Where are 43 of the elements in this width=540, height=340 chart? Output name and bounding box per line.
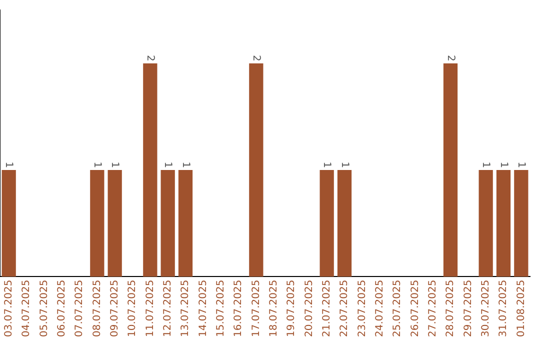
data-label: 1 [3, 162, 14, 168]
x-tick-label: 08.07.2025 [92, 280, 103, 338]
x-tick-label: 27.07.2025 [427, 280, 438, 338]
x-tick-label: 17.07.2025 [250, 280, 262, 338]
x-tick-label: 03.07.2025 [3, 280, 14, 338]
data-label: 1 [516, 162, 527, 168]
x-tick-label: 16.07.2025 [233, 280, 244, 338]
data-label: 2 [144, 54, 156, 62]
x-tick-label: 11.07.2025 [144, 280, 156, 338]
x-tick-label: 07.07.2025 [74, 280, 86, 338]
x-tick-label: 19.07.2025 [286, 280, 298, 338]
x-tick-label: 24.07.2025 [374, 280, 386, 338]
data-label: 1 [92, 162, 103, 168]
x-tick-label: 09.07.2025 [109, 280, 120, 338]
data-label: 1 [162, 162, 174, 168]
x-tick-label: 10.07.2025 [127, 280, 138, 338]
x-tick-label: 15.07.2025 [215, 280, 226, 338]
x-tick-label: 18.07.2025 [268, 280, 280, 338]
data-label: 1 [321, 162, 332, 168]
x-tick-label: 23.07.2025 [356, 280, 368, 338]
x-tick-label: 01.08.2025 [516, 280, 527, 338]
x-tick-label: 12.07.2025 [162, 280, 174, 338]
x-tick-label: 21.07.2025 [321, 280, 332, 338]
data-label: 1 [498, 162, 509, 168]
x-tick-label: 04.07.2025 [21, 280, 32, 338]
x-tick-label: 05.07.2025 [38, 280, 50, 338]
x-tick-label: 29.07.2025 [462, 280, 474, 338]
x-tick-label: 20.07.2025 [304, 280, 315, 338]
data-label: 1 [109, 162, 120, 168]
x-tick-label: 26.07.2025 [410, 280, 421, 338]
data-label: 1 [480, 162, 492, 168]
x-tick-label: 13.07.2025 [180, 280, 192, 338]
x-tick-label: 22.07.2025 [339, 280, 350, 338]
data-label: 2 [444, 54, 456, 62]
x-tick-label: 28.07.2025 [445, 280, 456, 338]
x-tick-label: 06.07.2025 [56, 280, 68, 338]
x-tick-label: 25.07.2025 [392, 280, 404, 338]
data-label: 1 [338, 162, 350, 168]
data-label: 2 [250, 54, 262, 62]
x-tick-label: 31.07.2025 [498, 280, 510, 338]
x-tick-label: 30.07.2025 [480, 280, 492, 338]
data-label: 1 [180, 162, 191, 168]
x-tick-label: 14.07.2025 [198, 280, 209, 338]
